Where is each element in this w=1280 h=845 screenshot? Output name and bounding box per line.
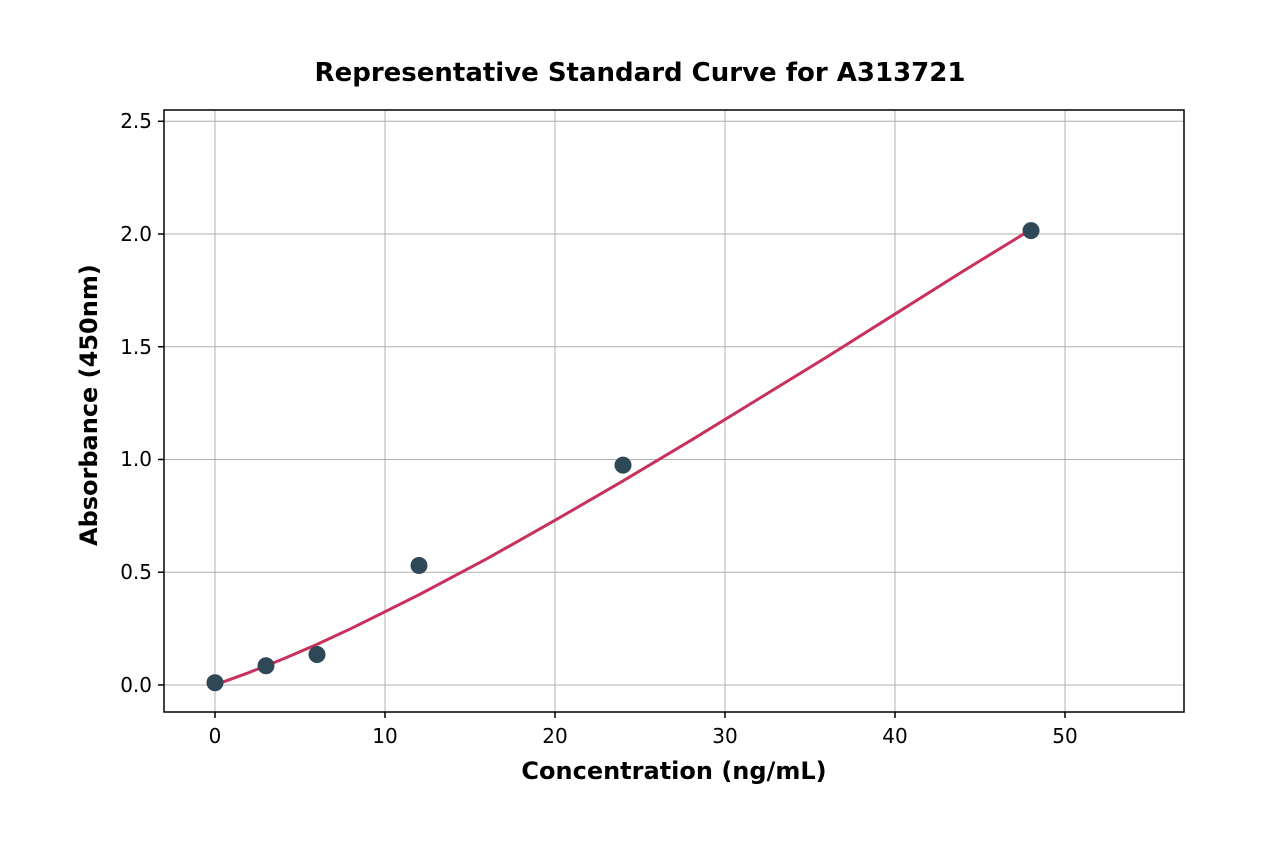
x-tick-label: 0 xyxy=(185,724,245,748)
y-tick-label: 0.0 xyxy=(120,673,152,697)
figure: Representative Standard Curve for A31372… xyxy=(0,0,1280,845)
chart-title: Representative Standard Curve for A31372… xyxy=(0,58,1280,88)
y-tick-label: 2.0 xyxy=(120,222,152,246)
x-tick-label: 20 xyxy=(525,724,585,748)
y-tick-label: 1.0 xyxy=(120,447,152,471)
x-tick-label: 50 xyxy=(1035,724,1095,748)
plot-area xyxy=(164,110,1184,712)
y-tick-label: 1.5 xyxy=(120,335,152,359)
y-tick-label: 0.5 xyxy=(120,560,152,584)
x-tick-label: 30 xyxy=(695,724,755,748)
x-axis-label: Concentration (ng/mL) xyxy=(164,757,1184,785)
y-axis-label: Absorbance (450nm) xyxy=(75,264,103,546)
x-tick-label: 10 xyxy=(355,724,415,748)
x-tick-label: 40 xyxy=(865,724,925,748)
y-tick-label: 2.5 xyxy=(120,109,152,133)
